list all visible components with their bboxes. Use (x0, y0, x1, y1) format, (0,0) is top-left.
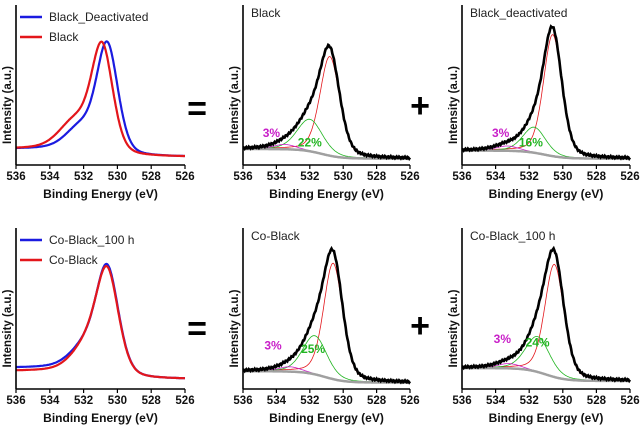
baseline-curve (243, 147, 410, 160)
panel-title: Black (251, 6, 281, 20)
x-tick-label: 536 (233, 171, 252, 183)
panel-4: Co-Black_100 h Co-Black 536 534 532 530 528 526… (2, 228, 195, 425)
series-red (15, 40, 185, 158)
x-tick-label: 536 (452, 171, 471, 183)
total-spectrum (461, 245, 632, 384)
panel-5: 536 534 532 530 528 526 Binding Energy (eV) Int… (229, 228, 420, 425)
panel-1: Black_Deactivated Black 536 534 532 530 528 526… (2, 5, 195, 201)
x-tick-label: 532 (520, 171, 539, 183)
x-axis-label: Binding Energy (eV) (489, 411, 604, 425)
panel-title: Co-Black_100 h (470, 229, 555, 243)
panel-title: Co-Black (251, 229, 301, 243)
total-spectrum (461, 24, 632, 162)
percent-label: 3% (494, 332, 512, 346)
percent-label: 22% (298, 136, 322, 150)
x-tick-label: 532 (74, 395, 93, 407)
percent-label: 16% (519, 136, 543, 150)
y-axis-label: Intensity (a.u.) (229, 289, 241, 367)
x-tick-label: 534 (267, 395, 287, 407)
x-axis-label: Binding Energy (eV) (269, 187, 384, 201)
series-red (16, 264, 185, 380)
x-tick-label: 534 (267, 171, 287, 183)
x-tick-label: 526 (400, 395, 419, 407)
x-tick-label: 528 (367, 395, 387, 407)
percent-label: 25% (301, 342, 325, 356)
panel-6: 536 534 532 530 528 526 Binding Energy (eV) Int… (448, 228, 640, 425)
plus-sign: + (410, 87, 430, 125)
x-tick-label: 530 (334, 171, 353, 183)
x-tick-label: 526 (400, 171, 419, 183)
x-tick-label: 536 (452, 395, 471, 407)
x-tick-label: 534 (486, 171, 506, 183)
x-tick-label: 526 (175, 395, 194, 407)
x-tick-label: 534 (40, 395, 60, 407)
percent-label: 3% (264, 339, 282, 353)
x-tick-label: 532 (300, 171, 319, 183)
series-blue (16, 40, 185, 158)
percent-label: 24% (526, 335, 550, 349)
x-tick-label: 526 (620, 171, 639, 183)
x-tick-label: 532 (74, 171, 93, 183)
percent-label: 3% (263, 126, 281, 140)
y-axis-label: Intensity (a.u.) (2, 289, 14, 367)
panel-3: 536 534 532 530 528 526 Binding Energy (eV) Int… (448, 5, 640, 201)
legend-label: Co-Black (49, 253, 99, 267)
x-axis-label: Binding Energy (eV) (43, 411, 158, 425)
legend-label: Co-Black_100 h (49, 233, 134, 247)
total-spectrum (242, 42, 412, 161)
percent-label: 3% (492, 126, 510, 140)
panel-title: Black_deactivated (470, 6, 567, 20)
x-tick-label: 526 (620, 395, 639, 407)
y-axis-label: Intensity (a.u.) (448, 289, 460, 367)
component-o1 (462, 263, 630, 381)
y-axis-label: Intensity (a.u.) (448, 66, 460, 144)
x-tick-label: 532 (520, 395, 539, 407)
x-tick-label: 530 (553, 395, 572, 407)
x-tick-label: 536 (6, 395, 25, 407)
x-tick-label: 530 (553, 171, 572, 183)
baseline-curve (462, 149, 630, 160)
x-tick-label: 530 (108, 171, 127, 183)
total-spectrum (242, 245, 412, 385)
x-axis-label: Binding Energy (eV) (489, 187, 604, 201)
x-tick-label: 534 (40, 171, 60, 183)
x-tick-label: 530 (108, 395, 127, 407)
component-o1 (243, 56, 410, 159)
x-tick-label: 532 (300, 395, 319, 407)
panel-2: 536 534 532 530 528 526 Binding Energy (eV) Int… (229, 5, 420, 201)
x-tick-label: 528 (587, 171, 607, 183)
plus-sign: + (410, 307, 430, 345)
x-tick-label: 530 (334, 395, 353, 407)
x-tick-label: 526 (175, 171, 194, 183)
legend-label: Black_Deactivated (49, 10, 148, 24)
equals-sign: = (187, 90, 207, 128)
y-axis-label: Intensity (a.u.) (2, 66, 14, 144)
baseline-curve (243, 370, 410, 384)
x-tick-label: 534 (486, 395, 506, 407)
x-tick-label: 528 (142, 395, 162, 407)
x-tick-label: 528 (367, 171, 387, 183)
legend-label: Black (49, 30, 79, 44)
x-axis-label: Binding Energy (eV) (43, 187, 158, 201)
x-tick-label: 536 (6, 171, 25, 183)
x-tick-label: 536 (233, 395, 252, 407)
equals-sign: = (187, 310, 207, 348)
x-tick-label: 528 (142, 171, 162, 183)
x-axis-label: Binding Energy (eV) (269, 411, 384, 425)
y-axis-label: Intensity (a.u.) (229, 66, 241, 144)
component-o1 (242, 262, 410, 383)
baseline-curve (462, 366, 630, 383)
x-tick-label: 528 (587, 395, 607, 407)
